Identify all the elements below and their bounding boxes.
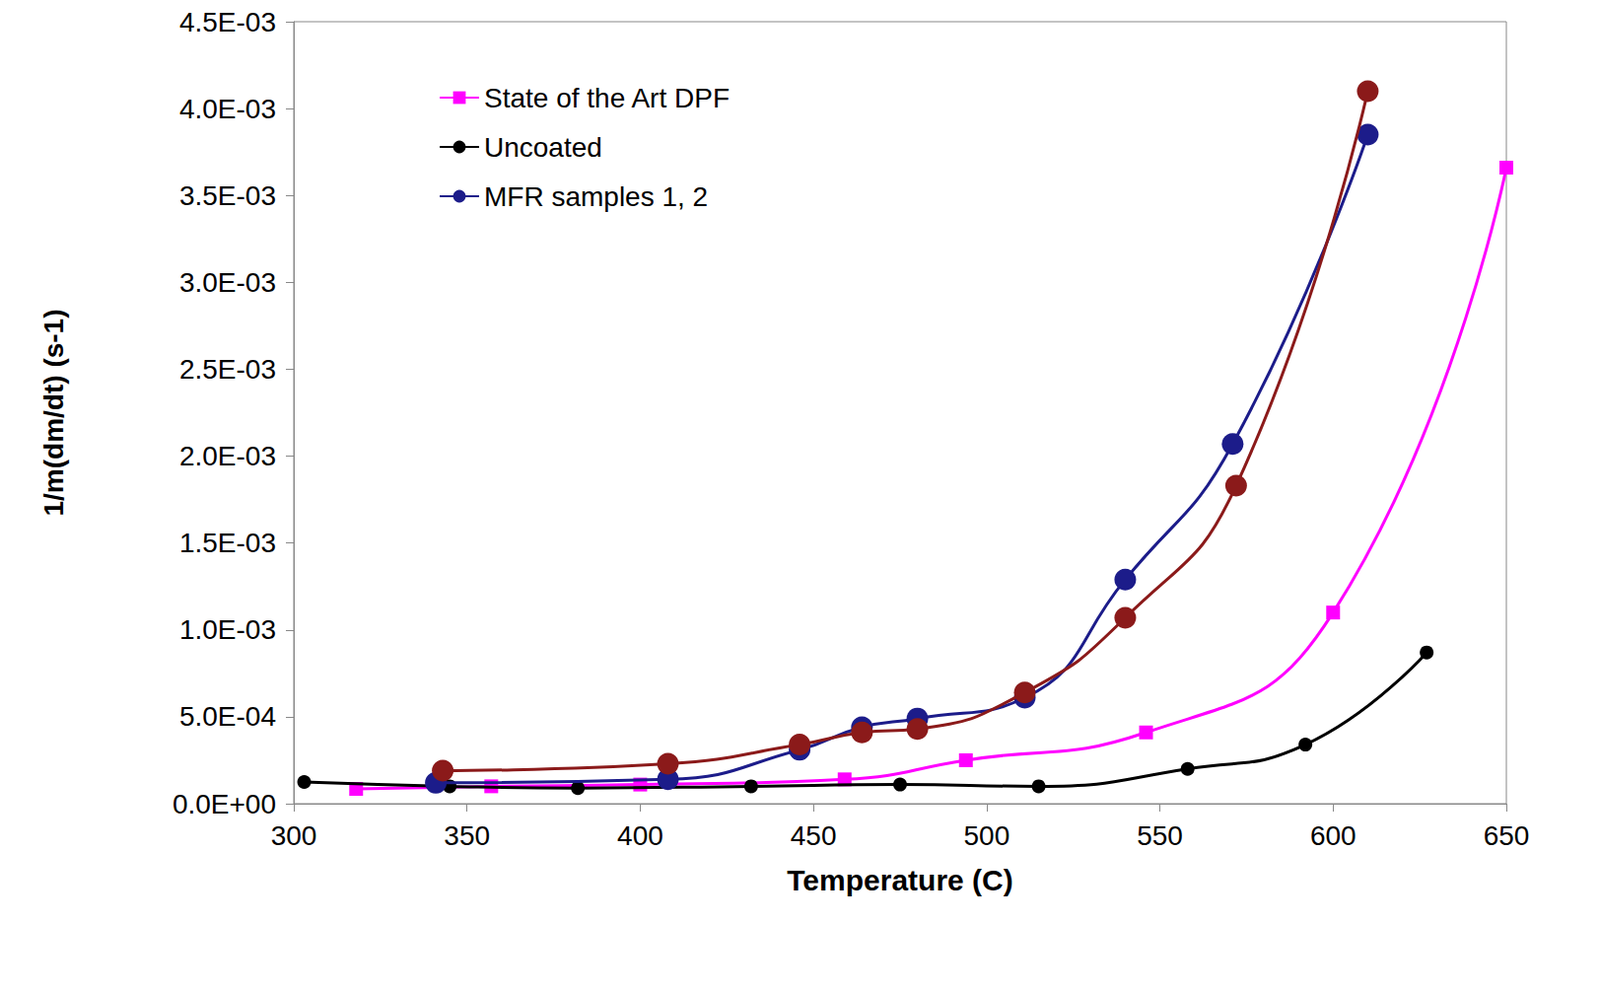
svg-text:0.0E+00: 0.0E+00 (172, 788, 277, 820)
svg-text:4.0E-03: 4.0E-03 (179, 93, 277, 125)
svg-text:3.0E-03: 3.0E-03 (179, 267, 277, 298)
svg-text:1.5E-03: 1.5E-03 (179, 527, 277, 558)
svg-text:300: 300 (271, 820, 318, 851)
svg-text:450: 450 (790, 820, 837, 851)
svg-text:2.0E-03: 2.0E-03 (179, 440, 277, 472)
svg-text:State of the Art DPF: State of the Art DPF (484, 82, 730, 114)
svg-text:350: 350 (443, 820, 490, 851)
svg-text:500: 500 (963, 820, 1010, 851)
svg-text:1.0E-03: 1.0E-03 (179, 614, 277, 645)
svg-text:550: 550 (1136, 820, 1183, 851)
svg-text:2.5E-03: 2.5E-03 (179, 353, 277, 385)
svg-text:5.0E-04: 5.0E-04 (179, 700, 277, 732)
svg-text:1/m(dm/dt) (s-1): 1/m(dm/dt) (s-1) (38, 309, 70, 517)
svg-text:Uncoated: Uncoated (484, 132, 603, 163)
svg-text:Temperature (C): Temperature (C) (786, 863, 1013, 897)
svg-text:MFR samples 1, 2: MFR samples 1, 2 (484, 181, 708, 212)
svg-text:650: 650 (1483, 820, 1531, 851)
svg-text:4.5E-03: 4.5E-03 (179, 6, 277, 38)
svg-text:600: 600 (1310, 820, 1357, 851)
svg-text:400: 400 (617, 820, 664, 851)
svg-text:3.5E-03: 3.5E-03 (179, 180, 277, 211)
